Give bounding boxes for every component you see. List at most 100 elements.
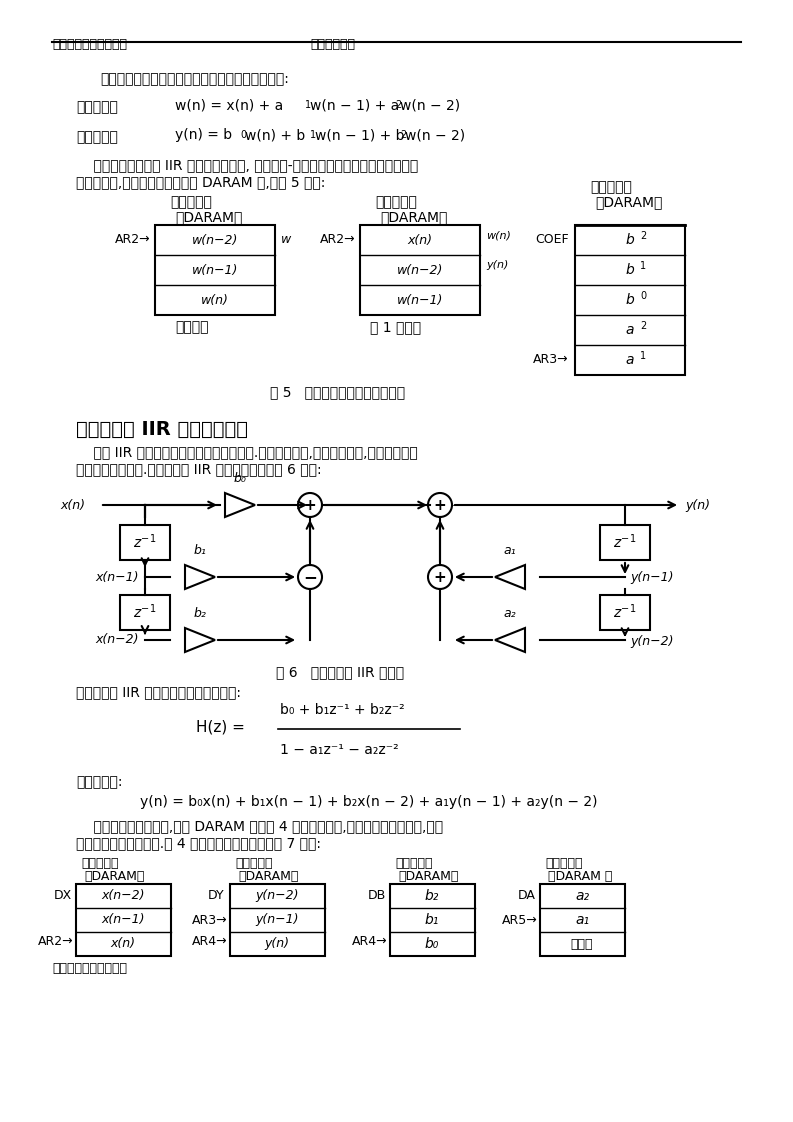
Bar (230, 884, 325, 956)
Text: 未使用: 未使用 (571, 938, 593, 950)
Text: 直接型二阶 IIR 滤波器的实现: 直接型二阶 IIR 滤波器的实现 (76, 420, 248, 439)
Text: w(n−1): w(n−1) (396, 294, 443, 306)
Text: x(n): x(n) (110, 938, 136, 950)
Text: 太原理工现代科技学院: 太原理工现代科技学院 (52, 38, 127, 50)
Bar (120, 525, 170, 560)
Text: $z^{-1}$: $z^{-1}$ (613, 603, 637, 622)
Text: a₂: a₂ (575, 889, 589, 903)
Text: b₁: b₁ (425, 913, 439, 927)
Text: 0: 0 (240, 130, 246, 140)
Text: 直接型二阶 IIR 滤波器的脉冲传递函数为:: 直接型二阶 IIR 滤波器的脉冲传递函数为: (76, 686, 241, 699)
Text: x(n−2): x(n−2) (102, 890, 145, 902)
Bar (390, 884, 475, 956)
Text: 由以上两式对二阶 IIR 滤波器进行编程, 其中乘法-累加运算可采用单操作数指令或双: 由以上两式对二阶 IIR 滤波器进行编程, 其中乘法-累加运算可采用单操作数指令… (76, 158, 418, 172)
Circle shape (298, 493, 322, 517)
Text: 数据存储器: 数据存储器 (545, 857, 583, 870)
Bar (155, 226, 275, 315)
Text: 数据存储器: 数据存储器 (590, 180, 632, 194)
Text: w(n − 2): w(n − 2) (405, 128, 465, 142)
Text: b: b (626, 233, 634, 247)
Text: AR3→: AR3→ (192, 914, 228, 927)
Text: b₀ + b₁z⁻¹ + b₂z⁻²: b₀ + b₁z⁻¹ + b₂z⁻² (280, 703, 404, 717)
Text: （DARAM ）: （DARAM ） (548, 870, 612, 883)
Circle shape (298, 565, 322, 589)
Text: b₂: b₂ (193, 607, 206, 620)
Text: 为了实现直接型滤波,可在 DARAM 中开辟 4 个循环缓冲区,用来存放变量和系数,并采: 为了实现直接型滤波,可在 DARAM 中开辟 4 个循环缓冲区,用来存放变量和系… (76, 819, 443, 833)
Text: b₂: b₂ (425, 889, 439, 903)
Text: 1: 1 (310, 130, 316, 140)
Text: AR4→: AR4→ (192, 935, 228, 948)
Text: y(n−2): y(n−2) (630, 635, 673, 649)
Circle shape (428, 565, 452, 589)
Bar (600, 525, 650, 560)
Text: 二阶 IIR 滤波器可以用直接型结构来实现.在迭代运算中,先衰减后增益,系统的动态范: 二阶 IIR 滤波器可以用直接型结构来实现.在迭代运算中,先衰减后增益,系统的动… (76, 445, 418, 459)
Text: 由结构图可以写出反馈通道和前向通道的差分方程:: 由结构图可以写出反馈通道和前向通道的差分方程: (100, 72, 289, 86)
Text: （DARAM）: （DARAM） (595, 195, 662, 209)
Text: x(n−1): x(n−1) (95, 570, 139, 583)
Text: b: b (626, 293, 634, 307)
Text: 2: 2 (400, 130, 406, 140)
Text: y(n−2): y(n−2) (255, 890, 299, 902)
Text: +: + (434, 497, 446, 513)
Text: w(n): w(n) (201, 294, 229, 306)
Text: w(n) = x(n) + a: w(n) = x(n) + a (175, 98, 283, 112)
Text: AR2→: AR2→ (320, 233, 355, 246)
Text: 图 6   直接型二阶 IIR 滤波器: 图 6 直接型二阶 IIR 滤波器 (276, 665, 404, 679)
Text: a₂: a₂ (504, 607, 516, 620)
Text: y(n−1): y(n−1) (630, 570, 673, 583)
Text: DY: DY (208, 889, 224, 902)
Bar (540, 884, 625, 956)
Text: 图 5   双操作数数据存放和系数表: 图 5 双操作数数据存放和系数表 (270, 385, 405, 399)
Text: w(n − 1) + a: w(n − 1) + a (310, 98, 399, 112)
Text: b₀: b₀ (234, 472, 247, 485)
Text: 1: 1 (305, 100, 311, 110)
Polygon shape (185, 628, 215, 652)
Bar (76, 884, 171, 956)
Bar (360, 226, 480, 315)
Text: w(n−2): w(n−2) (396, 264, 443, 276)
Text: AR5→: AR5→ (502, 914, 538, 927)
Text: 1: 1 (640, 261, 646, 272)
Text: y(n) = b: y(n) = b (175, 128, 232, 142)
Text: 操作数指令,数据和系数可存放在 DARAM 中,如图 5 所示:: 操作数指令,数据和系数可存放在 DARAM 中,如图 5 所示: (76, 175, 325, 188)
Polygon shape (225, 493, 255, 517)
Text: 用循环缓冲区方式寻址.这 4 个循环缓冲区的结构如图 7 所示:: 用循环缓冲区方式寻址.这 4 个循环缓冲区的结构如图 7 所示: (76, 836, 321, 850)
Text: 数据存储器: 数据存储器 (81, 857, 118, 870)
Text: 2: 2 (640, 321, 646, 331)
Text: 课程设计报告: 课程设计报告 (310, 38, 355, 50)
Text: 数据存储器: 数据存储器 (395, 857, 432, 870)
Text: a: a (626, 353, 634, 367)
Text: a₁: a₁ (504, 544, 516, 557)
Text: 前向通道：: 前向通道： (76, 130, 118, 144)
Text: AR3→: AR3→ (533, 353, 569, 366)
Text: 数据存储器: 数据存储器 (235, 857, 273, 870)
Text: （DARAM）: （DARAM） (380, 210, 447, 224)
Text: $z^{-1}$: $z^{-1}$ (133, 603, 157, 622)
Bar (600, 595, 650, 629)
Text: 0: 0 (640, 291, 646, 301)
Text: COEF: COEF (535, 233, 569, 246)
Text: w(n) + b: w(n) + b (245, 128, 305, 142)
Text: x(n): x(n) (408, 233, 432, 247)
Text: （DARAM）: （DARAM） (175, 210, 243, 224)
Text: w(n−1): w(n−1) (192, 264, 238, 276)
Text: 1: 1 (640, 351, 646, 361)
Text: a: a (626, 323, 634, 337)
Text: x(n): x(n) (60, 498, 85, 512)
Text: 围和鲁棒性要好些.直接型二阶 IIR 滤波器的结构如图 6 所示:: 围和鲁棒性要好些.直接型二阶 IIR 滤波器的结构如图 6 所示: (76, 462, 322, 476)
Text: b₁: b₁ (193, 544, 206, 557)
Text: AR2→: AR2→ (115, 233, 151, 246)
Text: 1 − a₁z⁻¹ − a₂z⁻²: 1 − a₁z⁻¹ − a₂z⁻² (280, 743, 399, 757)
Text: （DARAM）: （DARAM） (238, 870, 298, 883)
Text: AR4→: AR4→ (352, 935, 388, 948)
Text: 2: 2 (395, 100, 401, 110)
Circle shape (428, 493, 452, 517)
Text: $z^{-1}$: $z^{-1}$ (613, 533, 637, 551)
Text: AR2→: AR2→ (38, 935, 74, 948)
Text: +: + (434, 570, 446, 585)
Text: w(n): w(n) (486, 230, 511, 240)
Text: y(n) = b₀x(n) + b₁x(n − 1) + b₂x(n − 2) + a₁y(n − 1) + a₂y(n − 2): y(n) = b₀x(n) + b₁x(n − 1) + b₂x(n − 2) … (140, 795, 597, 809)
Text: w(n − 2): w(n − 2) (400, 98, 460, 112)
Text: 起始状态: 起始状态 (175, 320, 209, 334)
Text: 数据存储器: 数据存储器 (375, 195, 417, 209)
